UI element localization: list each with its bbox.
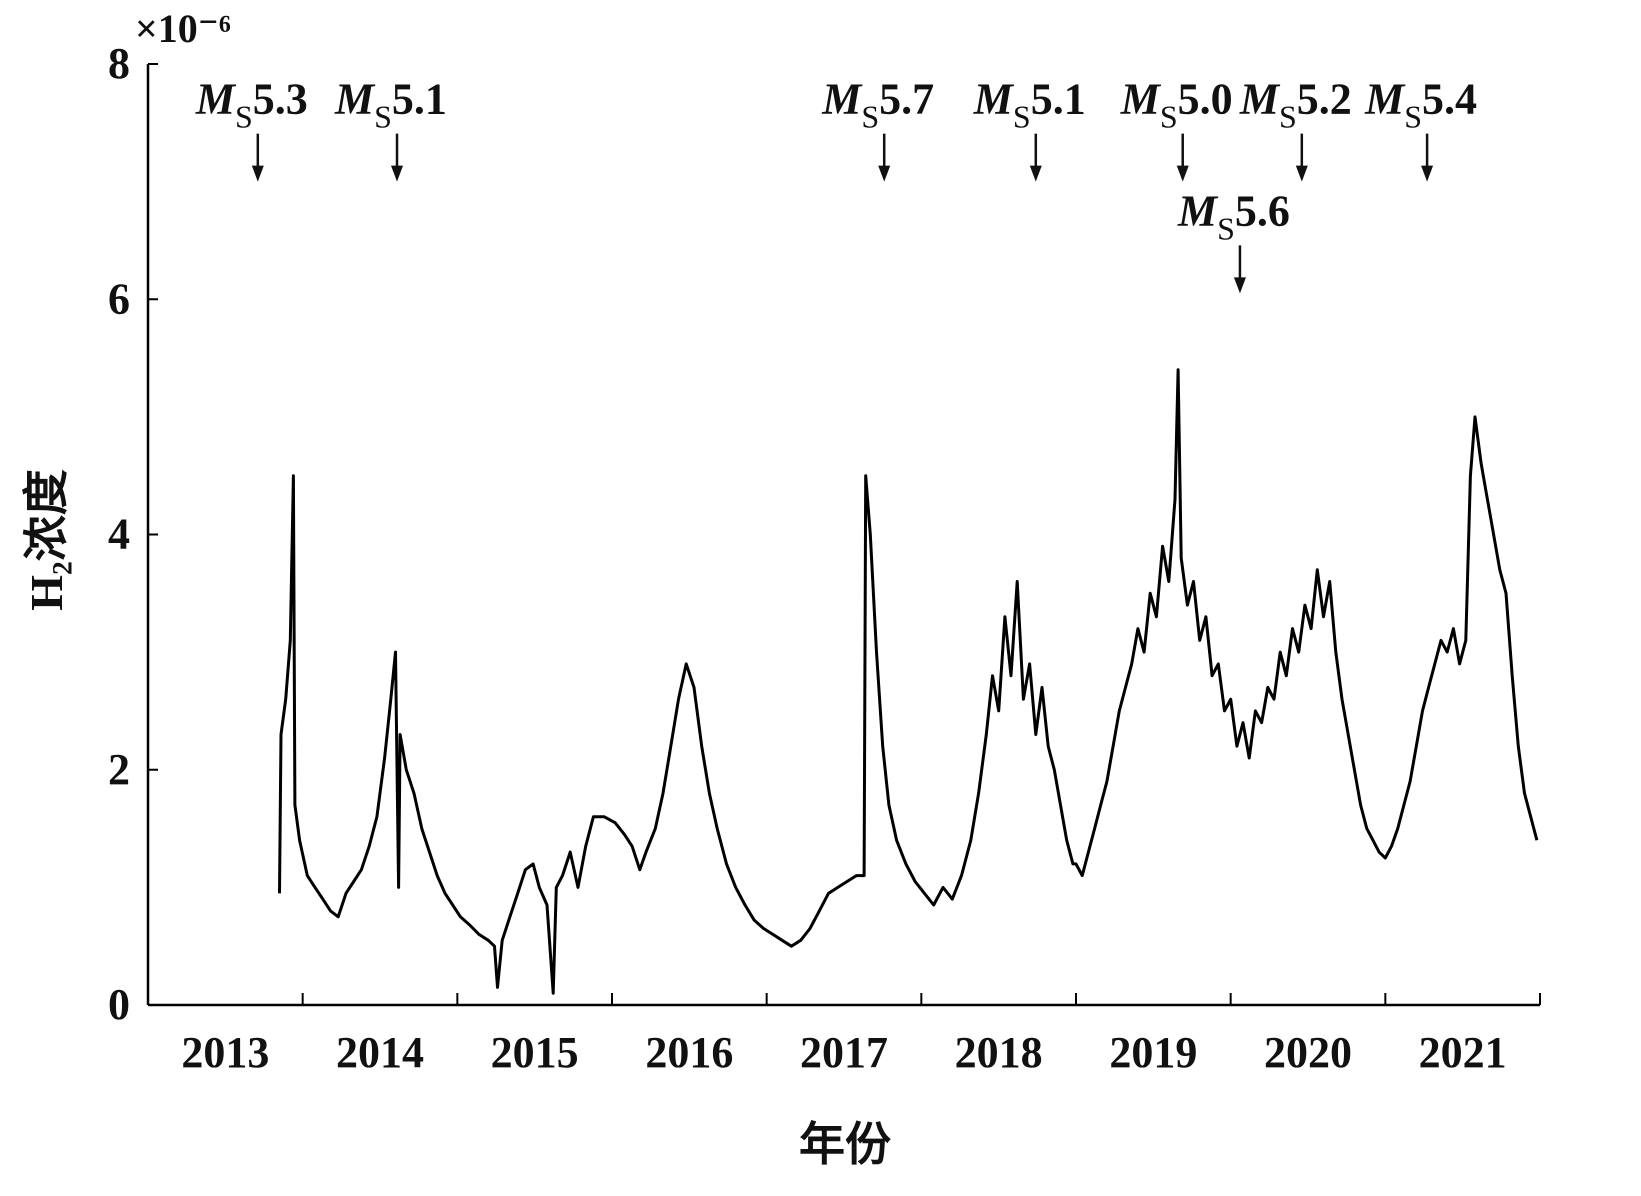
annotation-arrowhead	[878, 165, 891, 182]
annotation-subscript: S	[1160, 99, 1178, 135]
earthquake-annotation: MS5.1	[973, 75, 1086, 182]
x-tick-label: 2013	[181, 1028, 269, 1077]
y-tick-label: 2	[108, 745, 130, 794]
y-axis-label: H₂浓度	[21, 469, 72, 611]
x-axis-label: 年份	[799, 1119, 891, 1170]
annotation-arrowhead	[1029, 165, 1042, 182]
y-tick-label: 0	[108, 980, 130, 1029]
annotation-subscript: S	[1404, 99, 1422, 135]
annotation-label: MS5.1	[334, 75, 447, 135]
annotation-arrowhead	[391, 165, 404, 182]
y-multiplier: ×10⁻⁶	[135, 6, 231, 51]
annotation-arrowhead	[1295, 165, 1308, 182]
earthquake-annotation: MS5.2	[1239, 75, 1352, 182]
annotation-symbol: M	[821, 75, 863, 124]
annotation-magnitude: 5.3	[253, 75, 308, 124]
annotation-magnitude: 5.7	[879, 75, 934, 124]
annotation-subscript: S	[374, 99, 392, 135]
annotation-label: MS5.6	[1177, 186, 1290, 246]
x-tick-label: 2018	[955, 1028, 1043, 1077]
earthquake-annotation: MS5.1	[334, 75, 447, 182]
annotation-label: MS5.3	[195, 75, 308, 135]
annotation-symbol: M	[973, 75, 1015, 124]
x-tick-label: 2016	[645, 1028, 733, 1077]
y-tick-label: 6	[108, 274, 130, 323]
x-tick-label: 2015	[491, 1028, 579, 1077]
annotation-label: MS5.7	[821, 75, 934, 135]
annotation-symbol: M	[195, 75, 237, 124]
y-tick-label: 4	[108, 510, 130, 559]
annotation-magnitude: 5.0	[1178, 75, 1233, 124]
annotation-subscript: S	[1217, 210, 1235, 246]
earthquake-annotation: MS5.3	[195, 75, 308, 182]
x-tick-label: 2017	[800, 1028, 888, 1077]
annotation-symbol: M	[1120, 75, 1162, 124]
annotation-label: MS5.1	[973, 75, 1086, 135]
x-tick-label: 2021	[1419, 1028, 1507, 1077]
annotation-arrowhead	[1233, 277, 1246, 294]
x-tick-label: 2019	[1109, 1028, 1197, 1077]
annotation-magnitude: 5.6	[1235, 186, 1290, 235]
annotation-symbol: M	[1177, 186, 1219, 235]
annotation-arrowhead	[251, 165, 264, 182]
annotation-symbol: M	[334, 75, 376, 124]
annotation-magnitude: 5.4	[1422, 75, 1477, 124]
x-tick-label: 2020	[1264, 1028, 1352, 1077]
annotation-label: MS5.4	[1364, 75, 1477, 135]
annotation-symbol: M	[1239, 75, 1281, 124]
annotation-label: MS5.0	[1120, 75, 1233, 135]
earthquake-annotation: MS5.6	[1177, 186, 1290, 294]
annotation-magnitude: 5.1	[1031, 75, 1086, 124]
earthquake-annotation: MS5.7	[821, 75, 934, 182]
annotation-subscript: S	[861, 99, 879, 135]
y-tick-label: 8	[108, 39, 130, 88]
annotation-arrowhead	[1176, 165, 1189, 182]
earthquake-annotation: MS5.0	[1120, 75, 1233, 182]
data-line	[278, 368, 1539, 995]
annotation-symbol: M	[1364, 75, 1406, 124]
earthquake-annotation: MS5.4	[1364, 75, 1477, 182]
annotation-subscript: S	[1279, 99, 1297, 135]
annotation-magnitude: 5.1	[392, 75, 447, 124]
annotation-label: MS5.2	[1239, 75, 1352, 135]
x-tick-label: 2014	[336, 1028, 424, 1077]
annotation-subscript: S	[1013, 99, 1031, 135]
annotation-subscript: S	[235, 99, 253, 135]
annotation-magnitude: 5.2	[1297, 75, 1352, 124]
annotation-arrowhead	[1421, 165, 1434, 182]
